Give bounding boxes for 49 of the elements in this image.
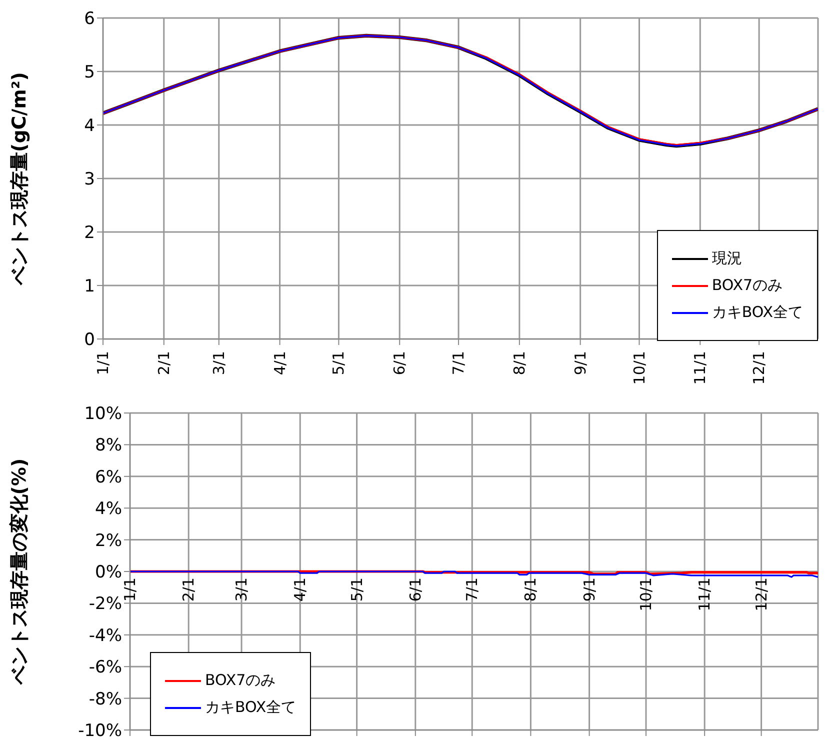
y-tick-label: -10% — [78, 721, 122, 742]
x-tick-label: 12/1 — [750, 351, 768, 385]
x-tick-label: 6/1 — [406, 578, 424, 602]
x-tick-label: 4/1 — [270, 351, 289, 376]
y-tick-label: 0 — [84, 330, 95, 350]
x-tick-label: 1/1 — [121, 578, 139, 602]
y-axis-title: ベントス現存量の変化(%) — [8, 458, 31, 686]
y-tick-label: 1 — [84, 276, 95, 297]
x-tick-label: 3/1 — [232, 578, 251, 602]
y-tick-label: 2 — [84, 223, 95, 244]
y-tick-label: -8% — [88, 689, 122, 710]
x-tick-label: 12/1 — [752, 578, 770, 612]
legend-label: BOX7のみ — [205, 671, 276, 690]
y-tick-label: -4% — [88, 626, 122, 646]
legend-label: BOX7のみ — [712, 276, 783, 295]
y-tick-label: 8% — [95, 436, 122, 456]
x-tick-label: 9/1 — [571, 351, 590, 376]
y-tick-label: 3 — [84, 170, 95, 190]
x-tick-label: 8/1 — [510, 351, 528, 376]
x-tick-label: 10/1 — [630, 351, 648, 385]
y-tick-label: 4 — [84, 116, 95, 136]
x-tick-label: 7/1 — [450, 351, 468, 376]
legend-label: カキBOX全て — [712, 303, 803, 322]
legend-label: カキBOX全て — [205, 698, 296, 717]
y-tick-label: 2% — [95, 530, 122, 551]
x-tick-label: 5/1 — [348, 578, 366, 602]
x-tick-label: 9/1 — [580, 578, 598, 602]
x-tick-label: 2/1 — [154, 351, 173, 376]
x-tick-label: 11/1 — [691, 351, 710, 385]
x-tick-label: 7/1 — [463, 578, 482, 602]
legend-label: 現況 — [712, 249, 742, 268]
y-tick-label: 6 — [84, 9, 95, 30]
y-tick-label: 4% — [95, 499, 122, 520]
y-tick-label: 0% — [95, 562, 122, 583]
x-tick-label: 3/1 — [210, 351, 228, 376]
x-tick-label: 4/1 — [291, 578, 310, 602]
y-tick-label: 10% — [84, 404, 122, 424]
x-tick-label: 6/1 — [390, 351, 409, 376]
y-tick-label: -2% — [88, 594, 122, 614]
x-tick-label: 2/1 — [180, 578, 198, 602]
y-axis-title: ベントス現存量(gC/m²) — [8, 72, 31, 286]
x-tick-label: 10/1 — [637, 578, 655, 612]
y-tick-label: 6% — [95, 467, 122, 488]
y-tick-label: 5 — [84, 62, 95, 83]
y-tick-label: -6% — [88, 658, 122, 678]
x-tick-label: 11/1 — [696, 578, 714, 612]
x-tick-label: 5/1 — [330, 351, 348, 376]
x-tick-label: 8/1 — [522, 578, 540, 602]
x-tick-label: 1/1 — [94, 351, 112, 376]
